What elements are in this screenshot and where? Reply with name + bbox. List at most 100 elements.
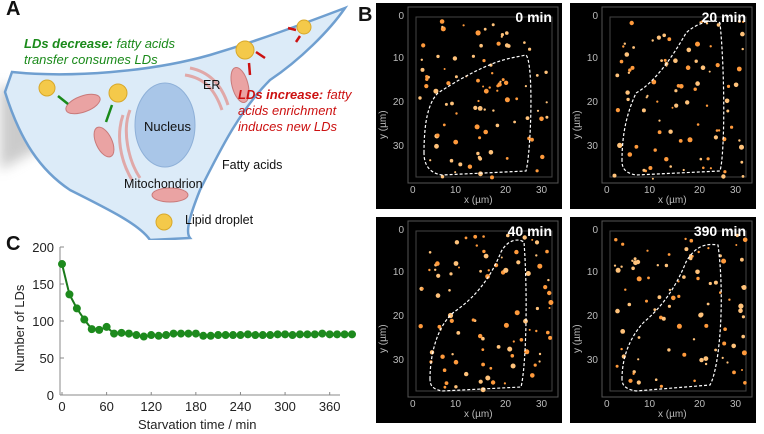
lipid-droplet-spot (651, 177, 654, 180)
lipid-droplet-spot (480, 387, 486, 393)
lipid-droplet-spot (525, 271, 531, 276)
lipid-droplet-spot (648, 166, 653, 170)
lipid-droplet-spot (504, 43, 510, 48)
data-point (340, 330, 349, 339)
lipid-droplet-spot (450, 101, 454, 106)
data-point (258, 331, 267, 340)
data-point (58, 260, 66, 269)
cell-illustration (0, 5, 349, 240)
lipid-droplet-spot (421, 287, 424, 290)
lipid-droplet-spot (742, 20, 745, 23)
lipid-droplet-spot (478, 171, 483, 177)
lipid-droplet-spot (539, 116, 544, 122)
lipid-droplet-spot (503, 267, 509, 273)
frame-image (601, 6, 753, 184)
lipid-droplet-spot (513, 120, 516, 124)
lipid-droplet-spot (696, 123, 700, 126)
y-tick: 0 (398, 225, 404, 236)
lipid-droplet-spot (627, 71, 631, 75)
lipid-droplet-spot (481, 348, 485, 351)
lipid-droplet-spot (535, 169, 539, 173)
lipid-droplet-spot (476, 78, 480, 83)
x-axis-title: Starvation time / min (138, 417, 257, 432)
lipid-droplet-spot (664, 157, 669, 162)
lipid-droplet-spot (491, 72, 494, 75)
lipid-droplet-spot (716, 23, 721, 27)
data-point (273, 330, 282, 339)
data-point (132, 331, 141, 340)
x-tick: 30 (536, 185, 548, 196)
x-tick-label: 240 (230, 399, 252, 414)
lipid-droplet-spot (481, 362, 485, 367)
lipid-droplet-spot (630, 65, 635, 70)
frame-image (601, 220, 753, 398)
lipid-droplet-spot (436, 273, 441, 278)
lipid-droplet-spot (545, 101, 548, 104)
lipid-droplet-spot (642, 168, 646, 172)
lipid-droplet-spot (458, 266, 460, 269)
lipid-droplet-spot (674, 103, 679, 108)
lipid-droplet-spot (703, 356, 709, 361)
lipid-droplet-spot (425, 75, 429, 79)
lipid-droplet-spot (483, 88, 489, 94)
er-shape (118, 66, 230, 181)
lipid-droplet-spot (722, 341, 727, 346)
lipid-droplet-spot (634, 144, 639, 149)
lipid-droplet-spot (514, 249, 519, 255)
lipid-droplet-spot (671, 295, 676, 301)
data-point (221, 331, 230, 340)
lipid-droplet-spot (735, 244, 738, 246)
lipid-droplet-spot (501, 78, 505, 82)
x-tick: 30 (536, 399, 548, 410)
data-point (310, 330, 319, 339)
lipid-droplet-spot (443, 385, 447, 389)
lipid-droplet-spot (548, 307, 551, 309)
lipid-droplet-spot (668, 288, 672, 292)
increase-text-1: fatty (326, 87, 352, 102)
increase-text-3: induces new LDs (238, 119, 337, 134)
lipid-droplet-spot (693, 379, 696, 383)
lipid-droplet-spot (490, 380, 496, 385)
lipid-droplet-spot (473, 234, 478, 239)
lipid-droplet-spot (669, 165, 672, 168)
lipid-droplet-spot (738, 308, 743, 314)
lipid-droplet-spot (483, 27, 487, 31)
data-point (124, 329, 133, 338)
y-axis-label: y (µm) (378, 110, 389, 139)
lipid-droplet-spot (659, 384, 663, 388)
lipid-droplet-spot (530, 373, 535, 378)
y-tick: 20 (586, 311, 598, 322)
lipid-droplet-spot (628, 378, 633, 383)
y-tick: 0 (592, 11, 598, 22)
time-label: 20 min (701, 9, 746, 25)
lipid-droplet-spot (695, 269, 700, 275)
lipid-droplet-spot (713, 135, 718, 140)
lipid-droplet-spot (489, 366, 493, 370)
lipid-droplet-spot (464, 236, 468, 240)
lipid-droplet-spot (636, 380, 641, 385)
lipid-droplet-spot (500, 33, 504, 37)
lipid-droplet-spot (458, 162, 463, 167)
lipid-droplet-spot (547, 290, 552, 296)
lipid-droplet-spot (693, 87, 697, 91)
lipid-droplet-spot (544, 70, 548, 75)
lipid-droplet-spot (647, 276, 650, 280)
lipid-droplet-spot (418, 96, 422, 100)
lipid-droplet-spot (614, 238, 618, 242)
lipid-droplet-spot (477, 155, 482, 160)
x-tick-label: 120 (140, 399, 162, 414)
cell-outline (621, 243, 722, 392)
panel-b-label: B (358, 4, 373, 26)
lipid-droplet-spot (625, 90, 630, 95)
lipid-droplet-spot (735, 233, 739, 238)
lipid-droplet-spot (471, 318, 475, 322)
lipid-droplet-spot (446, 81, 451, 86)
lipid-droplet-spot (535, 306, 539, 311)
x-tick: 10 (644, 185, 656, 196)
data-point (102, 322, 111, 331)
lipid-droplet-spot (624, 288, 627, 291)
x-tick: 10 (450, 399, 462, 410)
data-point (214, 331, 223, 340)
lipid-droplet-spot (633, 257, 637, 261)
